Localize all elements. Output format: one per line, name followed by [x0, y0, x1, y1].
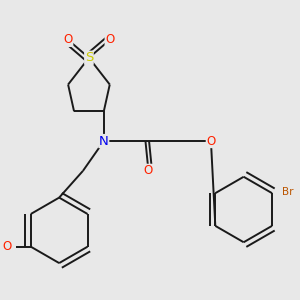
Text: Br: Br	[282, 187, 294, 197]
Text: O: O	[64, 33, 73, 46]
Text: O: O	[144, 164, 153, 177]
Text: N: N	[99, 135, 109, 148]
Text: O: O	[206, 135, 216, 148]
Text: O: O	[2, 240, 11, 253]
Text: O: O	[105, 33, 114, 46]
Text: S: S	[85, 51, 93, 64]
